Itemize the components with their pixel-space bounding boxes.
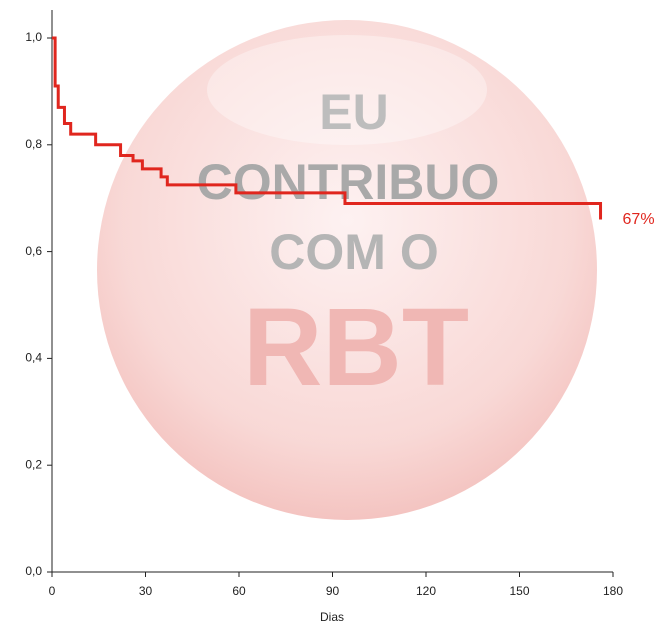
y-tick-label: 0,0 [25, 564, 42, 578]
x-axis-label: Dias [320, 610, 344, 624]
x-tick-label: 30 [139, 584, 153, 598]
watermark-circle [97, 20, 597, 520]
y-tick-label: 0,8 [25, 137, 42, 151]
watermark-text: COM O [269, 224, 438, 280]
watermark-text: CONTRIBUO [197, 154, 500, 210]
watermark-text: RBT [243, 286, 469, 409]
y-tick-label: 0,6 [25, 244, 42, 258]
watermark-highlight [207, 35, 487, 145]
x-tick-label: 120 [416, 584, 436, 598]
x-tick-label: 150 [509, 584, 529, 598]
watermark-text: EU [319, 84, 388, 140]
x-tick-label: 90 [326, 584, 340, 598]
survival-line [52, 36, 603, 220]
x-tick-label: 0 [49, 584, 56, 598]
y-tick-label: 0,2 [25, 457, 42, 471]
x-tick-label: 180 [603, 584, 623, 598]
y-tick-label: 1,0 [25, 30, 42, 44]
y-tick-label: 0,4 [25, 351, 42, 365]
annotation: 67% [623, 211, 655, 228]
x-tick-label: 60 [232, 584, 246, 598]
